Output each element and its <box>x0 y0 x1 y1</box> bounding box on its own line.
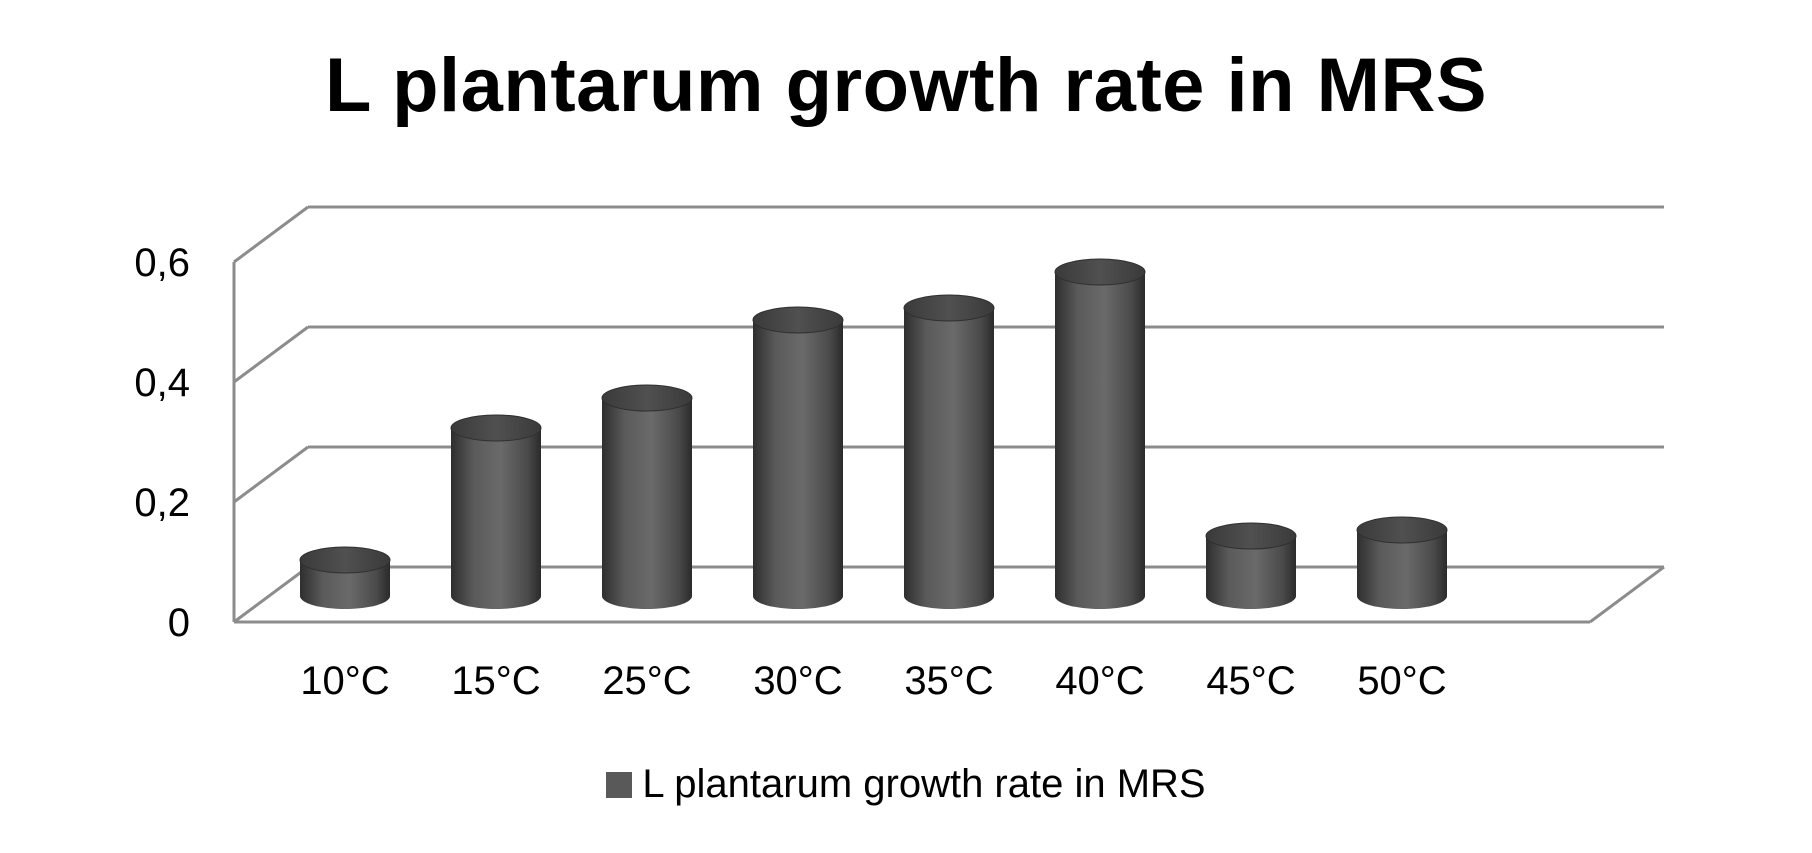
bar-body <box>451 428 541 609</box>
bar-body <box>753 320 843 609</box>
bar-body <box>1357 530 1447 609</box>
bar-top <box>903 294 995 322</box>
bar <box>1054 258 1146 609</box>
bar <box>1356 516 1448 609</box>
gridline-diagonal <box>233 445 309 504</box>
bar-top <box>450 414 542 442</box>
x-tick-label: 10°C <box>300 659 389 703</box>
legend-label: L plantarum growth rate in MRS <box>642 762 1206 806</box>
y-tick-label: 0,6 <box>134 241 190 285</box>
floor-right-edge <box>1589 565 1665 624</box>
bar-body <box>904 308 994 609</box>
bar-body <box>300 560 390 609</box>
x-tick-label: 35°C <box>904 659 993 703</box>
bar-body <box>1055 272 1145 609</box>
gridline-diagonal <box>233 205 309 264</box>
bar-top <box>1054 258 1146 286</box>
bar-top <box>752 306 844 334</box>
gridline-diagonal <box>233 325 309 384</box>
bar <box>752 306 844 609</box>
x-tick-label: 45°C <box>1206 659 1295 703</box>
legend: L plantarum growth rate in MRS <box>0 762 1812 808</box>
gridline-diagonal <box>233 565 309 624</box>
bar-body <box>602 398 692 609</box>
bar-top <box>299 546 391 574</box>
x-tick-label: 50°C <box>1357 659 1446 703</box>
y-tick-label: 0,2 <box>134 481 190 525</box>
x-tick-label: 40°C <box>1055 659 1144 703</box>
x-tick-label: 30°C <box>753 659 842 703</box>
legend-swatch <box>606 771 633 798</box>
y-tick-label: 0,4 <box>134 361 190 405</box>
chart-title: L plantarum growth rate in MRS <box>324 43 1488 128</box>
bar <box>1205 522 1297 609</box>
bar <box>299 546 391 609</box>
x-tick-label: 15°C <box>451 659 540 703</box>
bar <box>903 294 995 609</box>
bar-body <box>1206 536 1296 609</box>
y-axis-tick-labels: 0 0,2 0,4 0,6 <box>134 241 190 645</box>
bar <box>450 414 542 609</box>
bar-top <box>1356 516 1448 544</box>
x-axis-tick-labels: 10°C 15°C 25°C 30°C 35°C 40°C 45°C 50°C <box>300 659 1446 703</box>
bars <box>299 258 1448 609</box>
legend-item: L plantarum growth rate in MRS <box>606 762 1206 807</box>
y-tick-label: 0 <box>168 601 190 645</box>
bar-top <box>601 384 693 412</box>
bar <box>601 384 693 609</box>
bar-top <box>1205 522 1297 550</box>
x-tick-label: 25°C <box>602 659 691 703</box>
